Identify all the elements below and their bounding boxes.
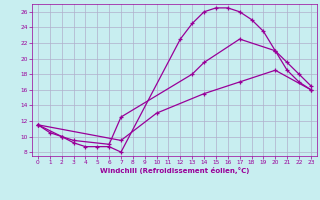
X-axis label: Windchill (Refroidissement éolien,°C): Windchill (Refroidissement éolien,°C) [100, 167, 249, 174]
